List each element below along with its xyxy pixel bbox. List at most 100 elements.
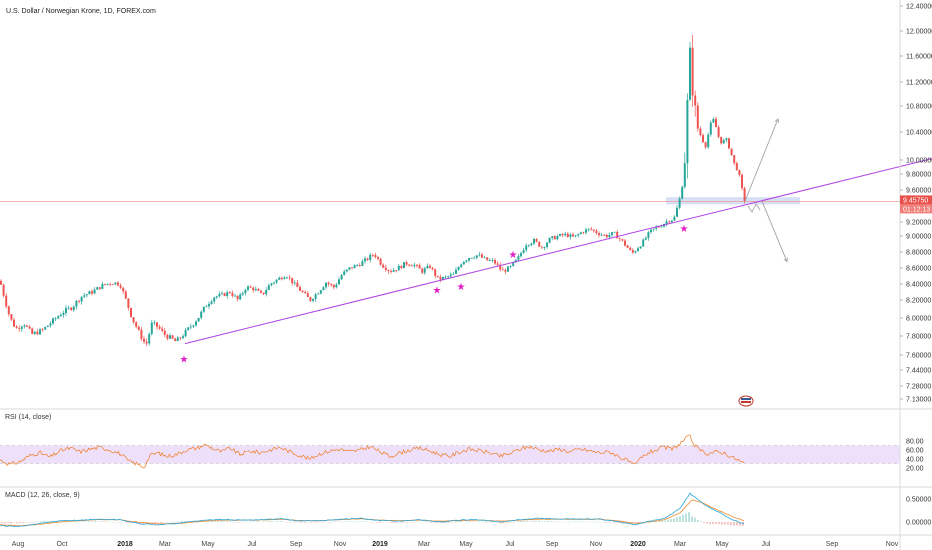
candle-body <box>114 282 117 285</box>
macd-histogram-bar <box>268 521 270 522</box>
candle-body <box>709 122 712 135</box>
macd-histogram-bar <box>373 522 375 523</box>
candle-body <box>390 271 392 272</box>
candle-body <box>457 267 460 270</box>
macd-histogram-bar <box>97 521 99 523</box>
candle-body <box>135 322 138 327</box>
candle-body <box>527 245 530 246</box>
candle-body <box>421 268 424 273</box>
macd-histogram-bar <box>109 521 111 523</box>
candle-body <box>507 266 509 272</box>
candle-body <box>647 232 650 239</box>
macd-histogram-bar <box>163 522 165 523</box>
candle-body <box>356 265 359 266</box>
macd-histogram-bar <box>673 518 675 522</box>
candle-body <box>455 269 457 274</box>
macd-histogram-bar <box>289 522 291 523</box>
macd-histogram-bar <box>421 521 423 523</box>
candle-body <box>260 290 262 293</box>
time-axis[interactable]: Aug Oct 2018 Mar May Jul Sep Nov 2019 Mar May Jul Se… <box>12 541 899 548</box>
candle-body <box>26 325 28 327</box>
macd-histogram-bar <box>349 521 351 522</box>
candle-body <box>517 256 520 260</box>
candle-body <box>5 295 8 307</box>
macd-histogram-bar <box>553 521 555 523</box>
candle-body <box>335 284 338 288</box>
candle-body <box>520 253 522 257</box>
price-tick-label: 7.13000 <box>906 397 931 404</box>
price-pane[interactable]: ★ ★ ★ ★ ★ <box>0 34 932 407</box>
macd-pane[interactable]: MACD (12, 26, close, 9) <box>0 492 745 528</box>
macd-histogram-bar <box>382 522 384 523</box>
candle-body <box>681 186 684 199</box>
macd-histogram-bar <box>37 521 39 523</box>
chart-title: U.S. Dollar / Norwegian Krone, 1D, FOREX… <box>6 8 156 15</box>
candle-body <box>387 270 390 272</box>
candle-body <box>15 326 18 329</box>
candle-body <box>296 282 299 288</box>
macd-histogram-bar <box>433 522 435 523</box>
candle-body <box>595 230 598 234</box>
macd-histogram-bar <box>418 521 420 523</box>
candle-body <box>117 282 119 286</box>
support-zone <box>666 197 800 205</box>
macd-histogram-bar <box>4 522 6 524</box>
candle-body <box>301 290 304 293</box>
candle-body <box>608 234 611 238</box>
macd-histogram-bar <box>370 522 372 523</box>
macd-histogram-bar <box>439 522 441 523</box>
candle-body <box>361 261 364 266</box>
macd-histogram-bar <box>208 520 210 522</box>
rsi-pane[interactable]: RSI (14, close) <box>0 414 900 469</box>
candle-body <box>670 220 673 223</box>
macd-histogram-bar <box>700 521 702 522</box>
macd-histogram-bar <box>331 521 333 523</box>
macd-histogram-bar <box>523 521 525 522</box>
candle-body <box>673 216 676 221</box>
candle-body <box>158 326 161 329</box>
macd-histogram-bar <box>391 522 393 523</box>
candle-body <box>481 254 483 258</box>
macd-histogram-bar <box>307 522 309 523</box>
candle-body <box>553 236 556 240</box>
candle-body <box>546 242 548 248</box>
candle-body <box>213 297 216 302</box>
candle-body <box>665 221 668 224</box>
candle-body <box>338 279 340 285</box>
candle-body <box>210 301 213 304</box>
candle-body <box>309 296 312 301</box>
candle-body <box>735 163 738 171</box>
candle-body <box>743 188 746 201</box>
candle-body <box>85 294 88 296</box>
candle-body <box>499 264 502 270</box>
candle-body <box>345 269 348 272</box>
price-tick-label: 7.60000 <box>906 353 931 360</box>
candle-body <box>78 300 80 302</box>
price-tick-label: 9.00000 <box>906 234 931 241</box>
macd-histogram-bar <box>334 521 336 522</box>
macd-histogram-bar <box>697 519 699 522</box>
current-price-value: 9.45750 <box>903 197 928 204</box>
candle-body <box>371 254 374 256</box>
candle-body <box>257 289 260 291</box>
macd-histogram-bar <box>238 522 240 523</box>
macd-histogram-bar <box>508 522 510 523</box>
macd-histogram-bar <box>520 520 522 522</box>
candle-body <box>189 326 192 328</box>
star-marker: ★ <box>433 285 442 296</box>
macd-histogram-bar <box>706 522 708 524</box>
macd-histogram-bar <box>535 520 537 522</box>
projection-arrow-down <box>761 201 788 262</box>
candle-body <box>611 232 613 235</box>
flag-icon-stripe <box>741 398 751 400</box>
macd-histogram-bar <box>724 522 726 525</box>
candle-body <box>447 276 450 278</box>
macd-histogram-bar <box>670 519 672 522</box>
candle-body <box>293 282 296 284</box>
price-tick-label: 12.00000 <box>906 29 932 36</box>
macd-histogram-bar <box>580 521 582 522</box>
macd-histogram-bar <box>157 522 159 524</box>
time-tick-label: Sep <box>826 541 839 548</box>
macd-histogram-bar <box>427 522 429 523</box>
candle-body <box>122 287 125 292</box>
